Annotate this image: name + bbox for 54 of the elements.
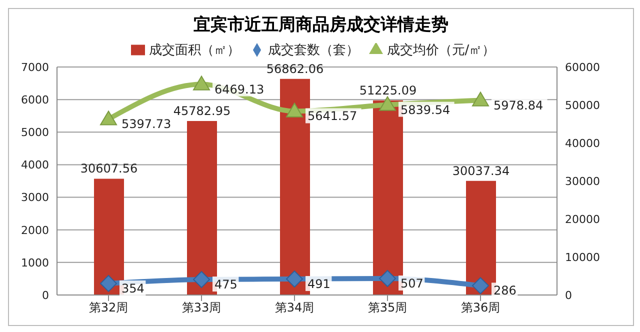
data-label: 475 [214,278,238,292]
y-tick-label: 5000 [21,126,49,140]
data-label: 507 [400,276,424,290]
data-label: 56862.06 [266,62,324,76]
data-label: 5839.54 [400,102,450,117]
point [286,270,303,288]
legend-label: 成交面积（㎡） [148,43,240,58]
point [472,277,489,294]
x-tick-label: 第36周 [460,300,500,315]
data-label: 5397.73 [122,117,172,132]
x-tick-label: 第35周 [368,300,408,315]
point [193,76,210,90]
chart-title: 宜宾市近五周商品房成交详情走势 [192,14,450,37]
bar [280,78,310,295]
y2-tick-label: 10000 [565,250,600,264]
point [379,270,396,287]
data-label: 6469.13 [214,82,264,96]
y-tick-label: 1000 [21,256,49,270]
bar [373,100,403,295]
y2-tick-label: 50000 [565,98,600,112]
bar [187,121,217,295]
y-tick-label: 0 [42,288,49,302]
data-label: 45782.95 [173,104,231,118]
y2-tick-label: 40000 [565,136,600,150]
data-label: 30037.34 [452,164,510,178]
point [379,96,396,111]
point [100,274,117,292]
data-label: 286 [494,284,516,298]
y2-tick-label: 30000 [565,174,600,188]
x-tick-label: 第32周 [88,300,128,315]
x-tick-label: 第33周 [182,300,222,315]
point [193,271,210,288]
point [472,92,489,106]
y-tick-label: 4000 [21,158,49,172]
x-tick-label: 第34周 [274,300,314,315]
y-tick-label: 6000 [21,93,49,106]
data-label: 491 [308,277,330,292]
legend-label: 成交均价（元/㎡） [386,43,496,58]
point [100,110,117,126]
y2-tick-label: 60000 [565,60,600,74]
data-label: 5978.84 [494,98,544,112]
data-label: 30607.56 [80,162,138,176]
legend-label: 成交套数（套） [268,43,359,58]
y2-tick-label: 0 [565,288,572,302]
y-tick-label: 3000 [21,191,49,204]
data-label: 5641.57 [308,109,358,124]
bar [466,180,496,295]
y2-tick-label: 20000 [565,212,600,226]
point [286,102,303,118]
y-tick-label: 7000 [21,60,49,74]
bar [94,178,124,295]
y-tick-label: 2000 [21,224,49,237]
data-label: 354 [122,281,144,296]
data-label: 51225.09 [359,83,417,98]
